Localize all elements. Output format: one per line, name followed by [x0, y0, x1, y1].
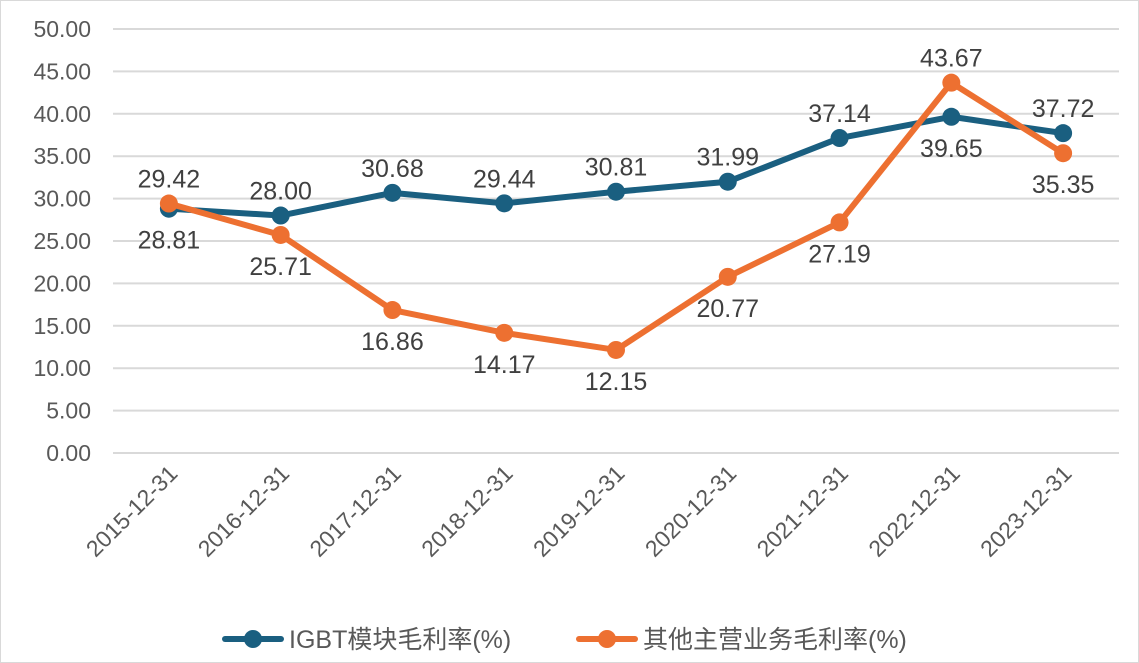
y-tick-label: 50.00 — [33, 16, 91, 42]
x-tick-label: 2016-12-31 — [193, 460, 295, 562]
y-tick-label: 40.00 — [33, 101, 91, 127]
legend: IGBT模块毛利率(%) 其他主营业务毛利率(%) — [222, 626, 907, 654]
y-tick-label: 25.00 — [33, 228, 91, 254]
data-label: 28.00 — [249, 178, 312, 206]
data-point — [607, 340, 625, 359]
data-label: 12.15 — [585, 368, 648, 396]
x-tick-label: 2015-12-31 — [81, 460, 183, 562]
data-point — [495, 323, 514, 342]
x-tick-label: 2022-12-31 — [863, 460, 965, 562]
y-tick-label: 30.00 — [33, 186, 91, 212]
data-label: 29.42 — [138, 166, 201, 194]
legend-marker — [244, 630, 262, 648]
y-tick-label: 35.00 — [33, 143, 91, 169]
data-label: 28.81 — [138, 227, 201, 255]
data-label: 35.35 — [1032, 171, 1095, 199]
data-label: 30.68 — [361, 155, 424, 183]
series-lines — [159, 73, 1073, 359]
data-point — [830, 213, 849, 232]
y-tick-label: 15.00 — [33, 313, 91, 339]
y-tick-label: 10.00 — [33, 355, 91, 381]
x-tick-label: 2021-12-31 — [752, 460, 854, 562]
legend-label: 其他主营业务毛利率(%) — [643, 626, 907, 654]
legend-label: IGBT模块毛利率(%) — [289, 626, 511, 654]
data-label: 14.17 — [473, 351, 536, 379]
data-label: 31.99 — [696, 144, 759, 172]
data-point — [1054, 124, 1073, 143]
y-axis: 0.00 5.00 10.00 15.00 20.00 25.00 30.00 35.00 40… — [33, 16, 91, 466]
data-label: 39.65 — [920, 135, 983, 163]
data-point — [383, 301, 402, 320]
data-label: 29.44 — [473, 165, 536, 193]
x-tick-label: 2023-12-31 — [975, 460, 1077, 562]
data-label: 37.72 — [1032, 95, 1095, 123]
data-point — [1054, 144, 1073, 163]
data-point — [607, 182, 625, 201]
x-tick-label: 2017-12-31 — [304, 460, 406, 562]
x-tick-label: 2019-12-31 — [528, 460, 630, 562]
x-tick-label: 2020-12-31 — [640, 460, 742, 562]
data-point — [830, 129, 849, 148]
data-point — [159, 194, 178, 213]
data-point — [942, 73, 961, 92]
data-label: 20.77 — [696, 295, 759, 323]
x-axis: 2015-12-31 2016-12-31 2017-12-31 2018-12-31… — [81, 460, 1077, 562]
data-point — [718, 172, 737, 191]
data-point — [271, 206, 290, 225]
y-tick-label: 0.00 — [46, 440, 91, 466]
x-tick-label: 2018-12-31 — [416, 460, 518, 562]
data-labels: 28.81 29.42 28.00 25.71 30.68 16.86 29.44 14.17… — [138, 45, 1095, 396]
y-tick-label: 45.00 — [33, 58, 91, 84]
y-tick-label: 20.00 — [33, 270, 91, 296]
data-point — [718, 267, 737, 286]
legend-marker — [598, 630, 616, 648]
data-label: 30.81 — [585, 154, 648, 182]
data-point — [383, 183, 402, 202]
data-label: 27.19 — [808, 240, 871, 268]
data-point — [495, 194, 514, 213]
y-tick-label: 5.00 — [46, 398, 91, 424]
data-point — [271, 225, 290, 244]
data-label: 16.86 — [361, 328, 424, 356]
data-label: 43.67 — [920, 45, 983, 73]
data-point — [942, 107, 961, 126]
data-label: 25.71 — [249, 253, 312, 281]
data-label: 37.14 — [808, 100, 871, 128]
